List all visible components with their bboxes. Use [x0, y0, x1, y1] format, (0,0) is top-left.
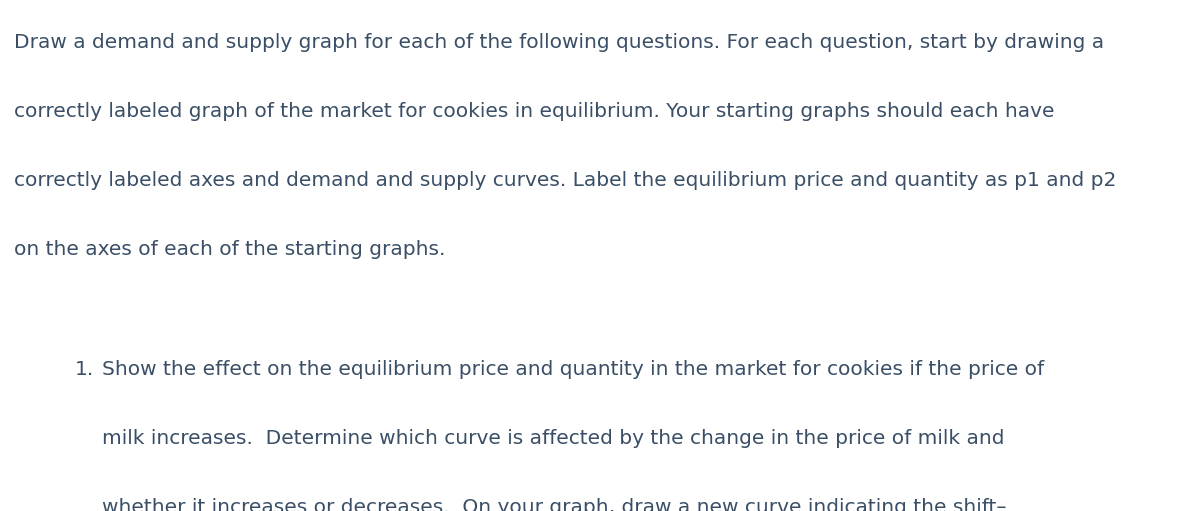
Text: correctly labeled axes and demand and supply curves. Label the equilibrium price: correctly labeled axes and demand and su…	[14, 171, 1117, 190]
Text: milk increases.  Determine which curve is affected by the change in the price of: milk increases. Determine which curve is…	[102, 429, 1004, 448]
Text: 1.: 1.	[74, 360, 94, 379]
Text: on the axes of each of the starting graphs.: on the axes of each of the starting grap…	[14, 240, 445, 259]
Text: Show the effect on the equilibrium price and quantity in the market for cookies : Show the effect on the equilibrium price…	[102, 360, 1044, 379]
Text: Draw a demand and supply graph for each of the following questions. For each que: Draw a demand and supply graph for each …	[14, 33, 1104, 52]
Text: correctly labeled graph of the market for cookies in equilibrium. Your starting : correctly labeled graph of the market fo…	[14, 102, 1055, 121]
Text: whether it increases or decreases.  On your graph, draw a new curve indicating t: whether it increases or decreases. On yo…	[102, 498, 1007, 511]
